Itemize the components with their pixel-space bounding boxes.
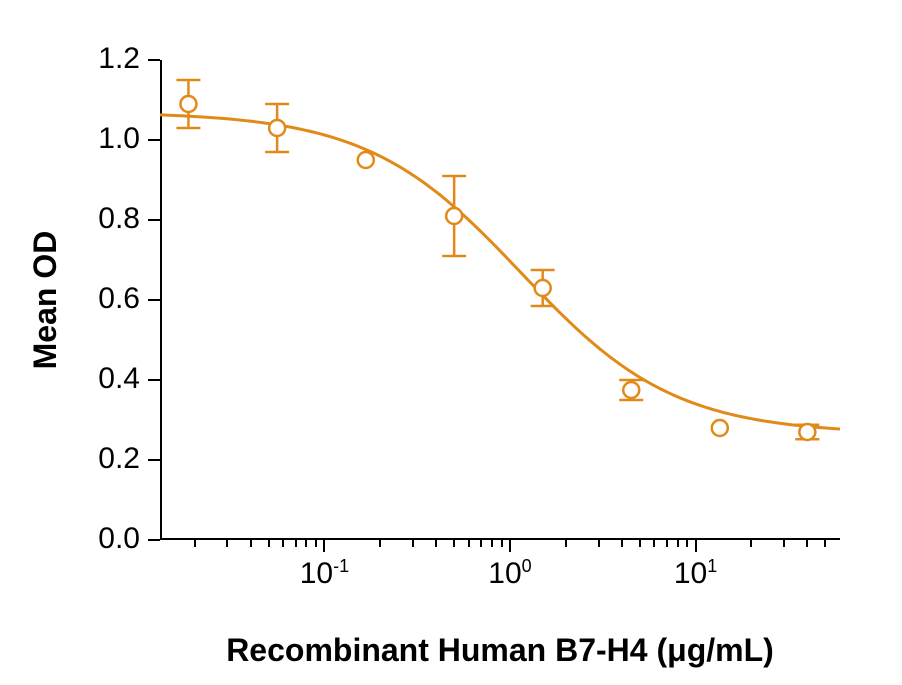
x-minor-tick [621, 540, 623, 547]
x-minor-tick [686, 540, 688, 547]
x-minor-tick [806, 540, 808, 547]
x-minor-tick [453, 540, 455, 547]
y-tick [148, 459, 160, 461]
x-tick-label: 101 [636, 556, 756, 591]
y-tick [148, 59, 160, 61]
x-minor-tick [315, 540, 317, 547]
y-tick-label: 0.8 [60, 202, 140, 236]
data-point [712, 420, 728, 436]
y-axis-line [160, 60, 162, 540]
x-minor-tick [194, 540, 196, 547]
y-tick-label: 0.4 [60, 362, 140, 396]
error-bar [619, 380, 643, 400]
x-minor-tick [250, 540, 252, 547]
x-tick-label: 10-1 [264, 556, 384, 591]
error-bar [265, 104, 289, 152]
error-bar [531, 270, 555, 306]
figure: 0.00.20.40.60.81.01.210-1100101 Mean OD … [0, 0, 902, 685]
x-minor-tick [491, 540, 493, 547]
x-minor-tick [783, 540, 785, 547]
x-minor-tick [565, 540, 567, 547]
y-tick-label: 1.0 [60, 122, 140, 156]
x-axis-title: Recombinant Human B7-H4 (μg/mL) [90, 625, 902, 675]
x-tick-label: 100 [450, 556, 570, 591]
chart-svg [160, 60, 840, 540]
x-minor-tick [379, 540, 381, 547]
data-point [535, 280, 551, 296]
x-minor-tick [501, 540, 503, 547]
x-minor-tick [653, 540, 655, 547]
data-point [269, 120, 285, 136]
x-minor-tick [639, 540, 641, 547]
data-point [446, 208, 462, 224]
x-minor-tick [480, 540, 482, 547]
y-tick [148, 379, 160, 381]
data-point [358, 152, 374, 168]
y-tick-label: 0.0 [60, 522, 140, 556]
x-minor-tick [677, 540, 679, 547]
y-tick [148, 539, 160, 541]
x-minor-tick [666, 540, 668, 547]
y-tick [148, 219, 160, 221]
error-bar [795, 425, 819, 439]
y-tick-label: 1.2 [60, 42, 140, 76]
data-point [799, 424, 815, 440]
x-major-tick [695, 540, 697, 552]
x-minor-tick [750, 540, 752, 547]
x-minor-tick [598, 540, 600, 547]
error-bar [442, 176, 466, 256]
x-major-tick [509, 540, 511, 552]
x-minor-tick [282, 540, 284, 547]
x-minor-tick [824, 540, 826, 547]
fit-curve [160, 115, 840, 429]
plot-area: 0.00.20.40.60.81.01.210-1100101 [160, 60, 840, 540]
error-bar [176, 80, 200, 128]
x-minor-tick [268, 540, 270, 547]
x-minor-tick [295, 540, 297, 547]
data-point [180, 96, 196, 112]
x-minor-tick [412, 540, 414, 547]
x-minor-tick [305, 540, 307, 547]
x-minor-tick [468, 540, 470, 547]
y-tick [148, 139, 160, 141]
y-tick-label: 0.6 [60, 282, 140, 316]
x-minor-tick [226, 540, 228, 547]
y-tick [148, 299, 160, 301]
x-minor-tick [435, 540, 437, 547]
data-point [623, 382, 639, 398]
y-tick-label: 0.2 [60, 442, 140, 476]
x-major-tick [323, 540, 325, 552]
y-axis-title: Mean OD [20, 100, 70, 500]
